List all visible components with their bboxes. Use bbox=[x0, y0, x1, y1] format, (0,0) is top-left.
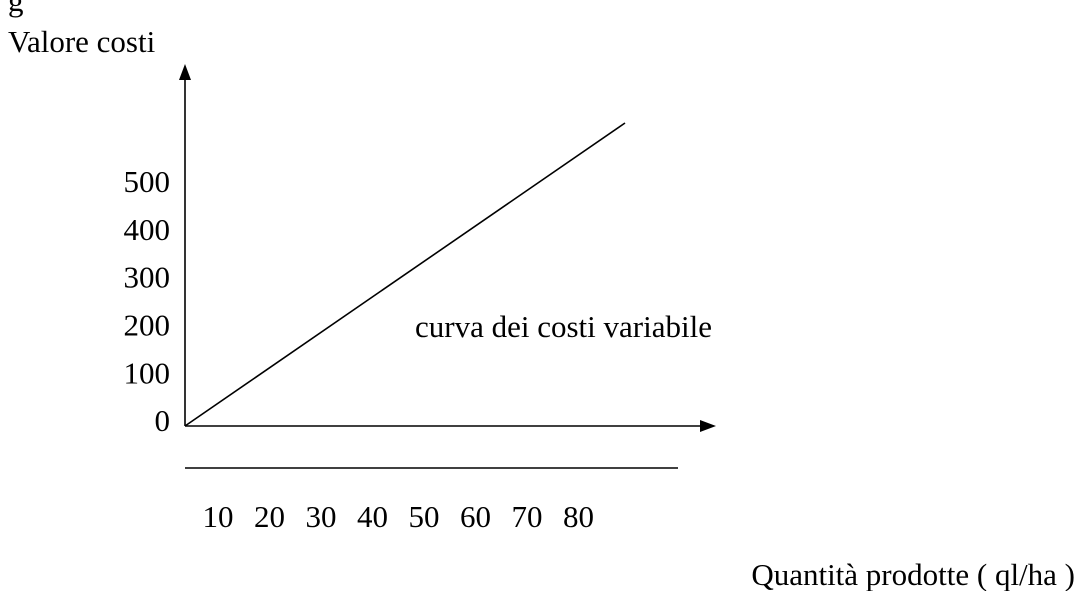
y-axis-label: Valore costi bbox=[8, 24, 156, 59]
curve-label: curva dei costi variabile bbox=[415, 309, 712, 344]
cost-line bbox=[184, 122, 626, 427]
y-label: 400 bbox=[124, 212, 171, 247]
x-label: 60 bbox=[460, 499, 491, 534]
x-label: 10 bbox=[203, 499, 234, 534]
y-label: 100 bbox=[124, 355, 171, 390]
y-labels: 500 400 300 200 100 0 bbox=[124, 164, 171, 438]
top-fragment: g bbox=[8, 0, 24, 18]
x-label: 70 bbox=[512, 499, 543, 534]
x-label: 50 bbox=[409, 499, 440, 534]
x-labels: 10 20 30 40 50 60 70 80 bbox=[203, 499, 595, 534]
x-label: 20 bbox=[254, 499, 285, 534]
x-label: 30 bbox=[306, 499, 337, 534]
y-label: 500 bbox=[124, 164, 171, 199]
y-label: 0 bbox=[155, 403, 171, 438]
y-label: 300 bbox=[124, 260, 171, 295]
y-axis-arrow bbox=[179, 64, 191, 80]
x-label: 80 bbox=[563, 499, 594, 534]
x-axis-arrow bbox=[700, 420, 716, 432]
y-label: 200 bbox=[124, 308, 171, 343]
x-label: 40 bbox=[357, 499, 388, 534]
x-axis-label: Quantità prodotte ( ql/ha ) bbox=[751, 557, 1075, 591]
